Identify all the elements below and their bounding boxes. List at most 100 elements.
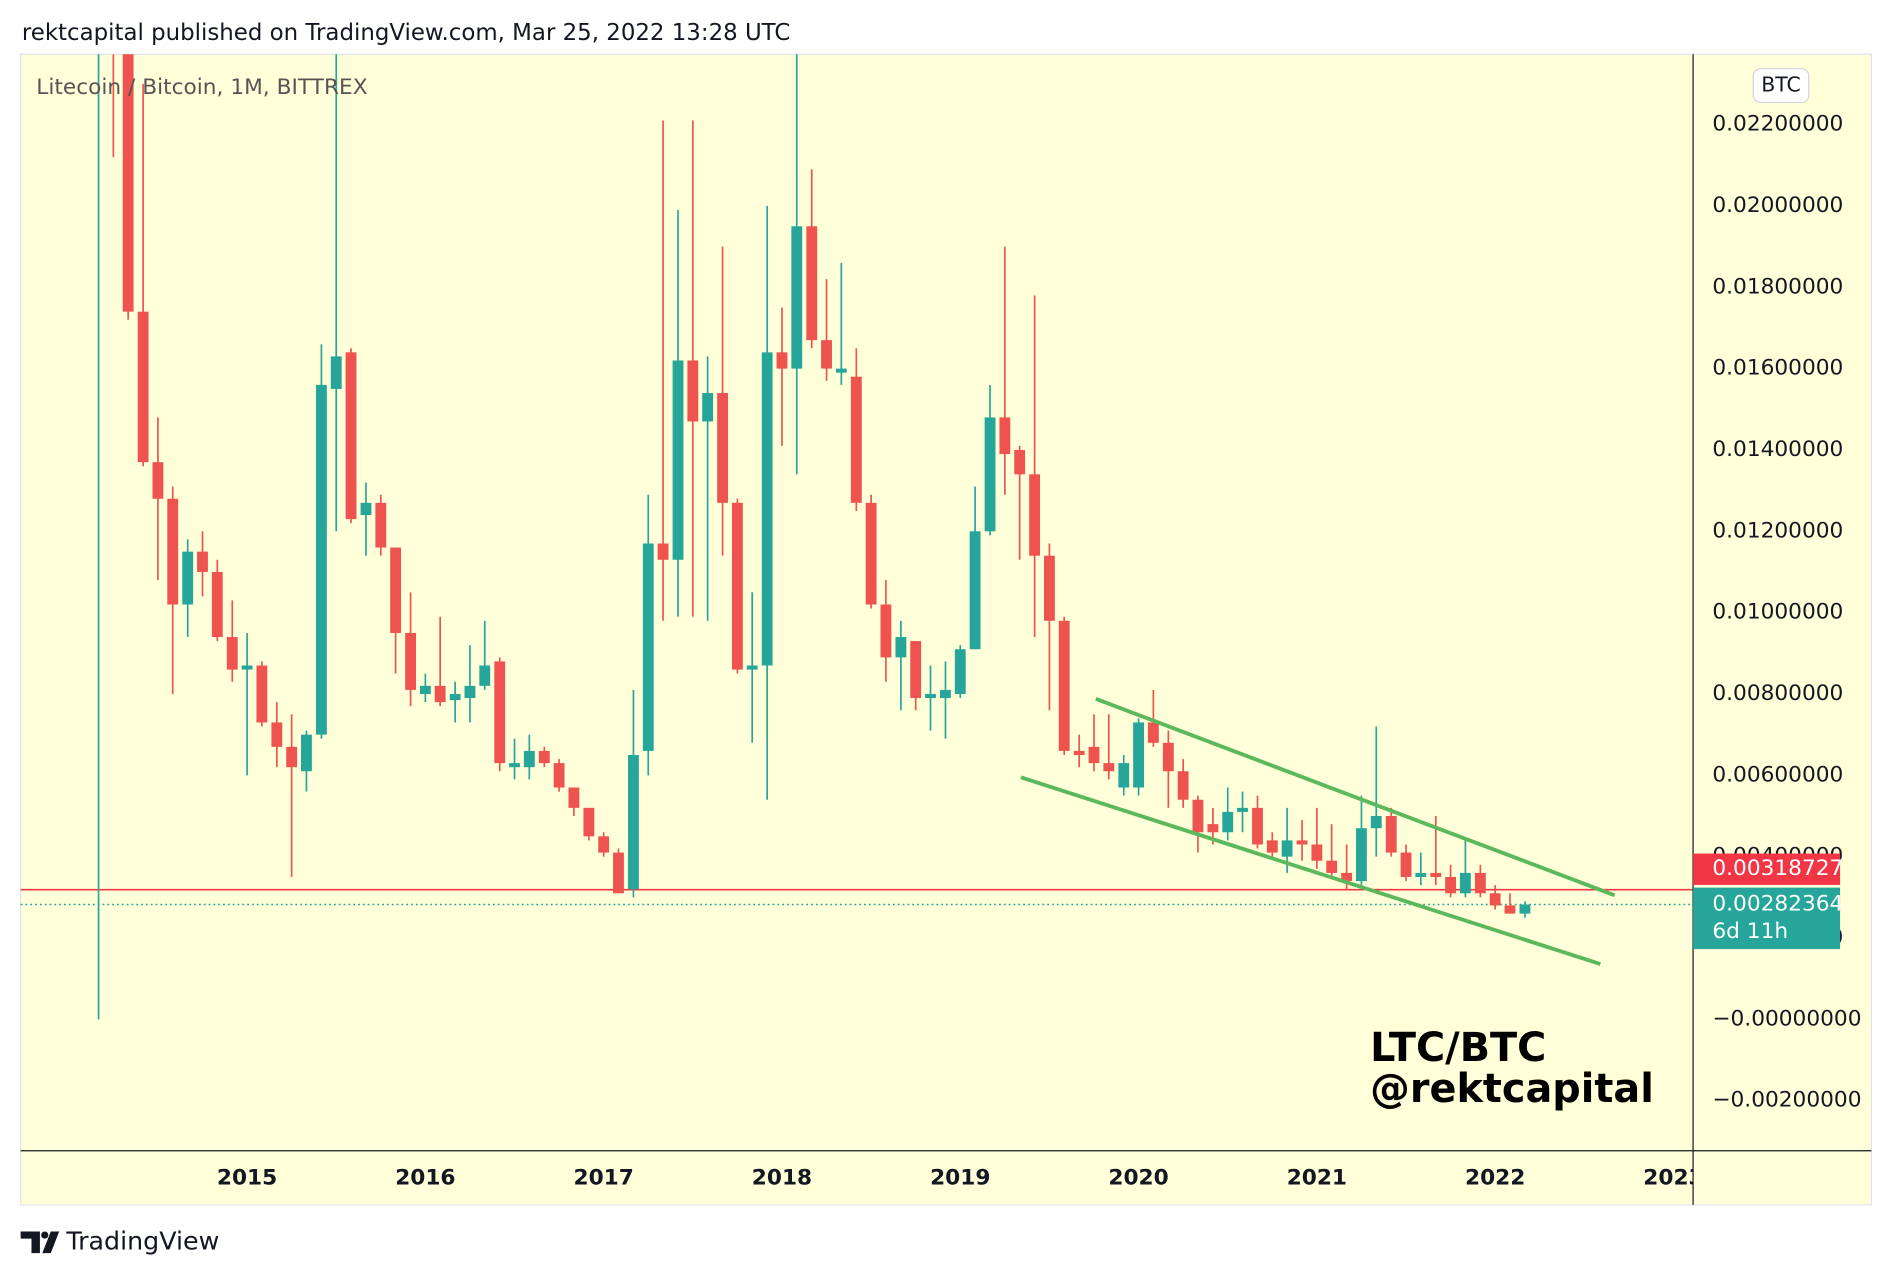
x-tick-label: 2021 — [1287, 1165, 1347, 1190]
candle-body — [1326, 860, 1338, 873]
candle-body — [791, 226, 803, 369]
candle-body — [182, 551, 194, 605]
candle-body — [271, 722, 283, 747]
last-price-label-bg — [1693, 887, 1841, 950]
y-tick-label: 0.00600000 — [1712, 762, 1843, 787]
candle-body — [1296, 840, 1308, 845]
candle-body — [687, 360, 699, 422]
candle-body — [568, 787, 580, 808]
candle-body — [197, 551, 208, 572]
candle-body — [1133, 722, 1144, 788]
x-tick-label: 2017 — [574, 1165, 634, 1190]
horizontal-line-label-bg — [1693, 853, 1841, 885]
x-tick-label: 2019 — [930, 1165, 990, 1190]
candle-body — [1029, 474, 1041, 556]
candle-body — [167, 498, 179, 605]
candle-body — [1474, 872, 1486, 894]
y-tick-label: 0.01800000 — [1712, 274, 1843, 299]
candle-body — [761, 352, 773, 666]
candle-body — [746, 665, 758, 670]
candle-body — [969, 531, 981, 650]
candle-body — [434, 685, 446, 703]
y-tick-label: 0.01400000 — [1712, 437, 1843, 462]
candle-body — [1118, 763, 1130, 788]
candle-body — [226, 637, 238, 670]
trendline — [1020, 775, 1601, 966]
candle-body — [1103, 763, 1115, 772]
candle-body — [865, 502, 877, 605]
candle-body — [1430, 872, 1442, 877]
annotation: @rektcapital — [1370, 1066, 1654, 1112]
candle-body — [137, 311, 149, 463]
logo-icon — [41, 1231, 49, 1239]
candle-body — [628, 754, 639, 890]
x-tick-label: 2020 — [1108, 1165, 1168, 1190]
x-tick-label: 2015 — [217, 1165, 277, 1190]
candle-body — [1341, 872, 1353, 882]
candle-body — [1266, 840, 1278, 853]
candle-body — [1073, 750, 1085, 755]
tradingview-logo[interactable]: TradingView — [20, 1226, 220, 1255]
countdown-label: 6d 11h — [1712, 919, 1788, 944]
y-tick-label: 0.01600000 — [1712, 356, 1843, 381]
candle-body — [390, 547, 402, 633]
y-tick-label: −0.00200000 — [1712, 1088, 1861, 1113]
candle-body — [642, 543, 654, 751]
horizontal-line-label: 0.00318727 — [1712, 856, 1843, 881]
y-tick-label: 0.02000000 — [1712, 193, 1843, 218]
candle-body — [583, 807, 595, 837]
candle-body — [1415, 872, 1427, 877]
trendline — [1095, 697, 1616, 898]
candle-body — [1504, 905, 1516, 914]
candle-body — [330, 356, 342, 389]
y-tick-label: 0.01000000 — [1712, 600, 1843, 625]
y-tick-label: −0.00000000 — [1712, 1006, 1861, 1031]
candle-body — [895, 637, 907, 658]
candle-body — [1044, 555, 1055, 621]
candle-body — [1058, 620, 1070, 751]
candle-body — [316, 384, 327, 735]
candle-body — [1356, 828, 1367, 882]
candle-body — [850, 376, 862, 503]
candle-body — [464, 685, 476, 699]
candle-body — [523, 750, 535, 768]
x-tick-label: 2023 — [1643, 1165, 1703, 1190]
candle-body — [880, 604, 892, 658]
candle-body — [1014, 449, 1026, 475]
candle-body — [1252, 807, 1263, 845]
logo-icon — [20, 1231, 60, 1254]
candle-body — [1385, 815, 1397, 853]
chart-background — [20, 53, 1873, 1206]
candle-body — [479, 665, 491, 686]
candle-body — [1281, 840, 1293, 857]
candle-body — [1207, 824, 1219, 833]
last-price-label: 0.00282364 — [1712, 892, 1843, 917]
candle-body — [241, 665, 253, 670]
candle-body — [449, 693, 461, 701]
candle-body — [538, 750, 550, 764]
candle-body — [657, 543, 669, 560]
time-axis: 2015 2016 2017 2018 2019 2020 2021 2022 2023 — [217, 1165, 1703, 1190]
candle-body — [1162, 742, 1174, 772]
candle-body — [122, 54, 134, 312]
x-tick-label: 2022 — [1465, 1165, 1525, 1190]
candle-body — [1147, 722, 1159, 743]
currency-badge[interactable] — [1752, 68, 1810, 104]
x-tick-label: 2016 — [395, 1165, 455, 1190]
candle-body — [954, 649, 966, 694]
candle-body — [598, 836, 610, 853]
chart-title: Litecoin / Bitcoin, 1M, BITTREX — [36, 75, 367, 100]
candle-body — [999, 417, 1011, 455]
candle-body — [1177, 771, 1189, 800]
candle-body — [1370, 815, 1382, 829]
candle-body — [1222, 811, 1234, 833]
candle-body — [375, 502, 387, 548]
candle-body — [256, 665, 268, 723]
candle-body — [405, 632, 416, 690]
y-tick-label: 0.00800000 — [1712, 681, 1843, 706]
candle-body — [419, 685, 431, 694]
candle-body — [984, 417, 996, 532]
candle-body — [702, 393, 714, 422]
overlay: −0.00200000−0.000000000.002000000.004000… — [1693, 112, 1862, 1113]
